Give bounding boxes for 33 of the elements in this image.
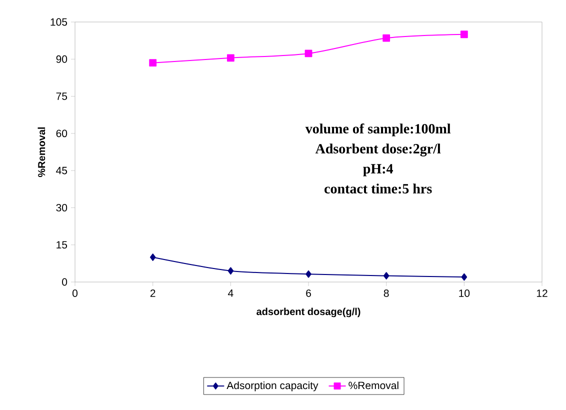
legend-label: Adsorption capacity (226, 381, 318, 392)
annotation: Adsorbent dose:2gr/l (315, 144, 441, 156)
y-tick-label: 45 (56, 166, 68, 174)
x-tick-label: 4 (228, 290, 234, 297)
x-tick-label: 0 (72, 290, 78, 297)
point (382, 34, 390, 42)
y-tick-label: 60 (56, 130, 68, 138)
x-tick-label: 8 (384, 290, 389, 297)
y-axis-title: %Removal (38, 127, 46, 178)
x-tick-label: 2 (150, 290, 156, 297)
point (461, 273, 468, 281)
x-tick-label: 10 (459, 290, 470, 297)
y-tick-label: 0 (62, 278, 68, 286)
point (150, 254, 156, 261)
point (383, 272, 390, 280)
point (306, 270, 312, 278)
y-tick-label: 90 (56, 55, 68, 63)
legend-label: %Removal (348, 381, 398, 390)
point (149, 59, 157, 67)
y-tick-label: 75 (56, 92, 68, 100)
annotation: volume of sample:100ml (305, 123, 451, 136)
x-tick-label: 6 (306, 290, 311, 297)
y-tick-label: 15 (56, 241, 68, 249)
annotation: contact time:5 hrs (324, 184, 432, 194)
point (228, 267, 234, 275)
y-tick-label: 105 (50, 18, 68, 26)
x-tick-label: 12 (536, 290, 548, 297)
point (226, 54, 234, 62)
y-tick-label: 30 (56, 204, 68, 212)
annotation: pH:4 (363, 164, 393, 176)
point (460, 30, 468, 38)
x-axis-title: adsorbent dosage(g/l) (256, 308, 360, 318)
point (304, 50, 312, 58)
